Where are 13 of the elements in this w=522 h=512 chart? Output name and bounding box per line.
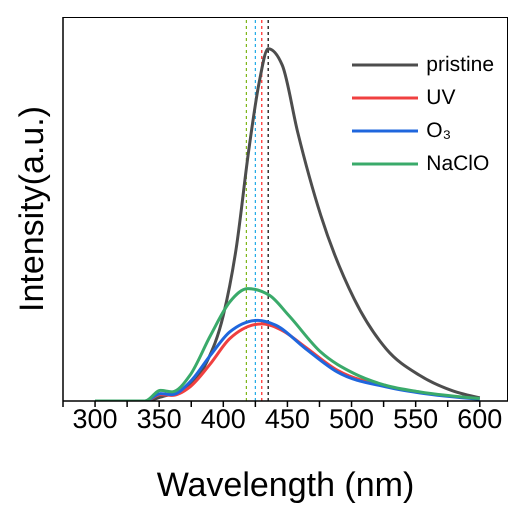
- x-tick-label: 400: [200, 404, 246, 434]
- legend-label: UV: [426, 86, 456, 110]
- x-tick-label: 500: [329, 404, 374, 434]
- y-axis-title: Intensity(a.u.): [13, 106, 51, 312]
- x-axis-title: Wavelength (nm): [156, 466, 414, 504]
- x-tick-label: 300: [72, 404, 118, 434]
- legend-label: NaClO: [426, 152, 490, 176]
- x-tick-label: 600: [457, 404, 502, 434]
- legend-label: O₃: [426, 118, 452, 142]
- legend-label: pristine: [426, 52, 494, 76]
- x-tick-label: 550: [393, 404, 438, 434]
- x-tick-label: 450: [264, 404, 310, 434]
- x-tick-label: 350: [136, 404, 182, 434]
